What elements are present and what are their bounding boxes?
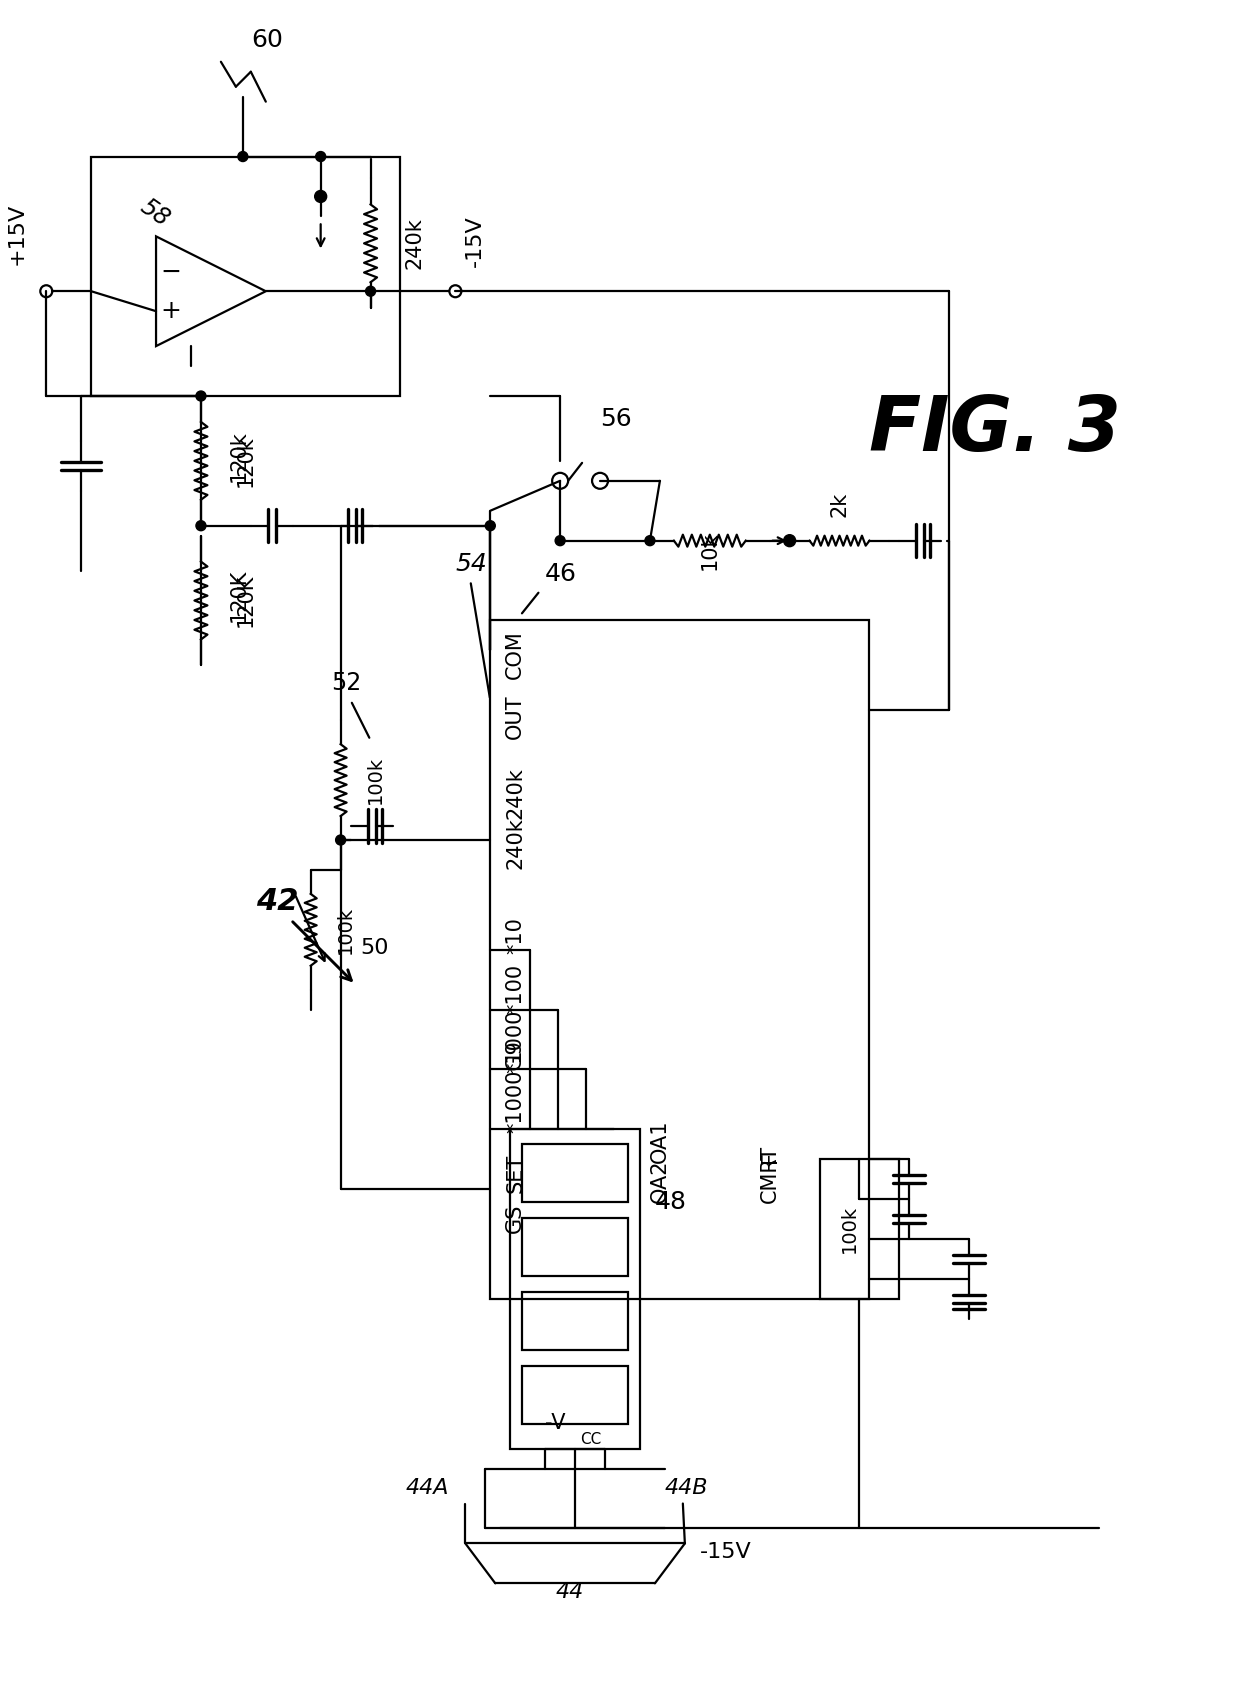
- Text: 120k: 120k: [229, 430, 249, 482]
- Text: 46: 46: [546, 561, 577, 586]
- Circle shape: [366, 286, 376, 297]
- Text: 44B: 44B: [665, 1478, 708, 1498]
- Circle shape: [336, 836, 346, 844]
- Text: 100k: 100k: [839, 1205, 858, 1254]
- Text: 120K: 120K: [229, 570, 249, 622]
- Bar: [490, 620, 869, 1299]
- Bar: [820, 1159, 899, 1299]
- Text: 58: 58: [136, 194, 175, 231]
- Text: -15V: -15V: [699, 1542, 751, 1562]
- Text: 2k: 2k: [830, 492, 849, 517]
- Text: *10: *10: [505, 917, 526, 954]
- Text: 54: 54: [455, 551, 487, 576]
- Text: 120K: 120K: [236, 575, 255, 627]
- Bar: [92, 157, 401, 396]
- Text: COM: COM: [505, 630, 526, 679]
- Text: *1000: *1000: [505, 1009, 526, 1073]
- Text: GS: GS: [505, 1203, 526, 1233]
- Text: 48: 48: [655, 1190, 687, 1215]
- Circle shape: [645, 536, 655, 546]
- Text: OUT: OUT: [505, 694, 526, 740]
- Circle shape: [196, 391, 206, 401]
- Bar: [522, 1292, 627, 1350]
- Text: F: F: [760, 1151, 780, 1163]
- Text: 100k: 100k: [336, 907, 355, 954]
- Text: +15V: +15V: [6, 204, 26, 265]
- Text: 100k: 100k: [366, 757, 384, 804]
- Text: 120k: 120k: [236, 435, 255, 487]
- Text: +: +: [160, 298, 181, 324]
- Text: 60: 60: [250, 27, 283, 52]
- Text: OA2: OA2: [650, 1159, 670, 1203]
- Text: OA1: OA1: [650, 1121, 670, 1163]
- Circle shape: [196, 521, 206, 531]
- Text: SET: SET: [505, 1154, 526, 1193]
- Bar: [510, 1129, 640, 1449]
- Circle shape: [784, 534, 796, 546]
- Circle shape: [316, 152, 326, 162]
- Text: 42: 42: [255, 886, 299, 917]
- Text: 10k: 10k: [699, 531, 719, 570]
- Circle shape: [485, 521, 495, 531]
- Text: 240k: 240k: [405, 217, 425, 270]
- Text: CMRT: CMRT: [760, 1146, 780, 1203]
- Text: CC: CC: [580, 1432, 601, 1447]
- Text: 56: 56: [600, 408, 632, 431]
- Text: *100: *100: [505, 964, 526, 1014]
- Text: 44: 44: [556, 1582, 583, 1602]
- Text: −: −: [160, 259, 181, 283]
- Text: -V: -V: [546, 1412, 565, 1432]
- Circle shape: [238, 152, 248, 162]
- Bar: [522, 1367, 627, 1424]
- Text: FIG. 3: FIG. 3: [869, 393, 1121, 467]
- Circle shape: [315, 190, 326, 202]
- Text: 240k: 240k: [505, 817, 526, 869]
- Text: 50: 50: [361, 939, 389, 957]
- Text: *1000G9: *1000G9: [505, 1040, 526, 1134]
- Bar: [522, 1144, 627, 1201]
- Bar: [522, 1218, 627, 1276]
- Text: 52: 52: [331, 671, 361, 696]
- Text: 44A: 44A: [405, 1478, 449, 1498]
- Circle shape: [556, 536, 565, 546]
- Text: 240k: 240k: [505, 767, 526, 819]
- Text: -15V: -15V: [465, 216, 485, 268]
